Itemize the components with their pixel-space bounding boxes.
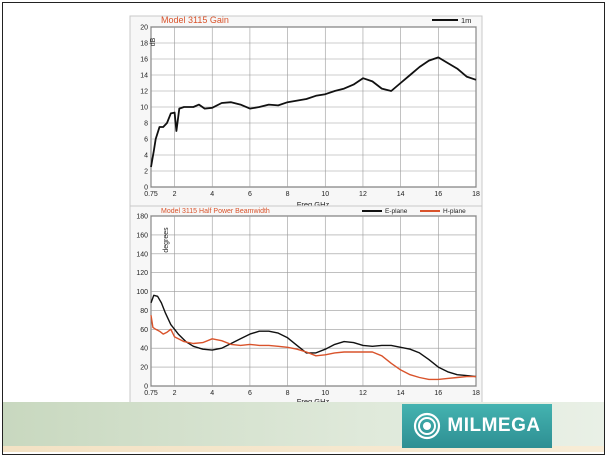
gain-series	[150, 56, 477, 168]
bw-y-tick-label: 120	[136, 270, 148, 277]
gain-x-ticks: 0.75 2 4 6 8 10 12 14 16 18	[144, 191, 480, 198]
gain-y-tick-label: 12	[140, 89, 148, 96]
bw-series-line-e-plane	[150, 294, 477, 378]
beamwidth-chart-title: Model 3115 Half Power Beamwidth	[161, 208, 270, 215]
beamwidth-x-ticks: 0.75 2 4 6 8 10 12 14 16 18	[144, 390, 480, 397]
bw-x-tick-label: 2	[173, 390, 177, 397]
gain-y-ticks: 0 2 4 6 8 10 12 14 16 18 20	[140, 25, 148, 192]
gain-y-tick-label: 8	[144, 121, 148, 128]
gain-x-axis-label: Freq GHz	[297, 200, 330, 209]
gain-x-tick-label: 2	[173, 191, 177, 198]
beamwidth-legend-label-e-plane: E-plane	[385, 208, 408, 215]
bw-y-tick-label: 100	[136, 289, 148, 296]
gain-legend-label-1m: 1m	[461, 16, 471, 25]
gain-y-tick-label: 16	[140, 57, 148, 64]
gain-x-tick-label: 4	[210, 191, 214, 198]
bw-x-tick-label: 14	[397, 390, 405, 397]
bw-x-tick-label: 18	[472, 390, 480, 397]
milmega-logo: MILMEGA	[402, 404, 552, 448]
bw-y-tick-label: 140	[136, 251, 148, 258]
gain-x-tick-label: 18	[472, 191, 480, 198]
gain-series-line-1m	[150, 56, 477, 168]
beamwidth-x-axis-label: Freq GHz	[297, 397, 330, 406]
bw-y-tick-label: 160	[136, 232, 148, 239]
gain-y-tick-label: 14	[140, 73, 148, 80]
bw-x-tick-label: 16	[434, 390, 442, 397]
bw-series-line-h-plane	[150, 315, 476, 381]
gain-x-tick-label: 8	[286, 191, 290, 198]
gain-chart-title: Model 3115 Gain	[161, 15, 229, 25]
logo-text: MILMEGA	[447, 415, 541, 436]
gain-y-tick-label: 10	[140, 105, 148, 112]
beamwidth-plot-area	[150, 215, 477, 387]
gain-grid	[150, 26, 477, 188]
gain-x-tick-label: 10	[321, 191, 329, 198]
bw-x-tick-label: 10	[321, 390, 329, 397]
gain-y-tick-label: 0	[144, 185, 148, 192]
bw-x-tick-label: 8	[286, 390, 290, 397]
bw-y-tick-label: 20	[140, 365, 148, 372]
gain-x-tick-label: 6	[248, 191, 252, 198]
gain-x-tick-label: 14	[397, 191, 405, 198]
beamwidth-legend-label-h-plane: H-plane	[443, 208, 466, 215]
bw-x-tick-label: 0.75	[144, 390, 158, 397]
gain-x-tick-label: 16	[434, 191, 442, 198]
beamwidth-y-axis-label: degrees	[163, 227, 170, 253]
bw-x-tick-label: 4	[210, 390, 214, 397]
beamwidth-grid	[150, 215, 477, 387]
gain-y-tick-label: 4	[144, 153, 148, 160]
gain-y-tick-label: 6	[144, 137, 148, 144]
bw-y-tick-label: 80	[140, 308, 148, 315]
beamwidth-chart: 0 20 40 60 80 100 120 140 160 180 0.75 2 4 6 8 10 12 14 1…	[129, 205, 483, 407]
beamwidth-y-ticks: 0 20 40 60 80 100 120 140 160 180	[136, 214, 148, 391]
gain-y-tick-label: 2	[144, 169, 148, 176]
bw-x-tick-label: 6	[248, 390, 252, 397]
bw-y-tick-label: 180	[136, 214, 148, 221]
milmega-swirl-icon	[414, 412, 441, 440]
gain-y-tick-label: 20	[140, 25, 148, 32]
bw-y-tick-label: 40	[140, 346, 148, 353]
bw-x-tick-label: 12	[359, 390, 367, 397]
gain-chart: 0 2 4 6 8 10 12 14 16 18 20 0.75 2 4 6 8 10 12 14 16 18 Mod…	[129, 15, 483, 211]
gain-x-tick-label: 12	[359, 191, 367, 198]
footer-accent-line	[3, 446, 604, 452]
bw-y-tick-label: 0	[144, 384, 148, 391]
beamwidth-series	[150, 294, 477, 381]
bw-y-tick-label: 60	[140, 327, 148, 334]
gain-y-axis-label: dB	[150, 37, 157, 46]
gain-y-tick-label: 18	[140, 41, 148, 48]
gain-x-tick-label: 0.75	[144, 191, 158, 198]
